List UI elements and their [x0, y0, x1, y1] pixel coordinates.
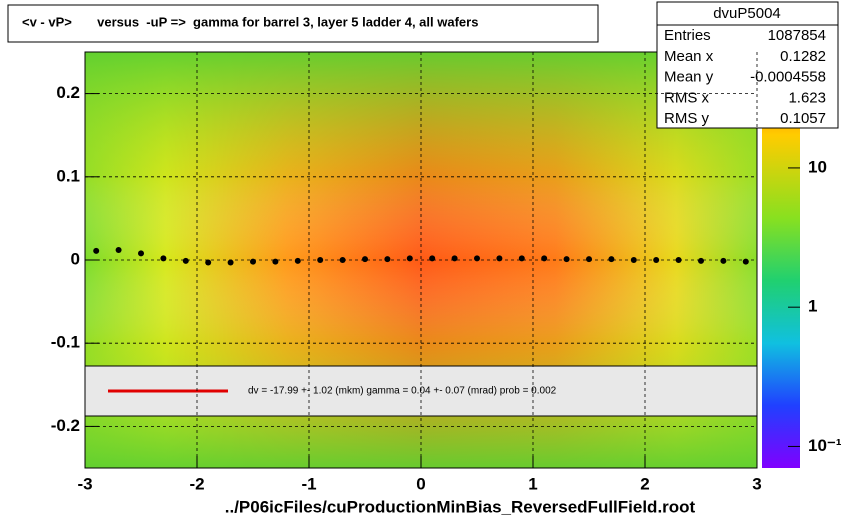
profile-point: [653, 257, 660, 263]
stats-label: Mean y: [664, 69, 714, 86]
x-tick-label: 2: [640, 474, 649, 493]
profile-point: [182, 257, 189, 264]
profile-point: [93, 247, 100, 254]
profile-point: [384, 256, 391, 263]
stats-title: dvuP5004: [713, 5, 781, 22]
profile-point: [362, 256, 368, 263]
profile-point: [630, 257, 637, 263]
profile-point: [317, 257, 324, 263]
x-tick-label: 3: [752, 474, 761, 493]
y-tick-label: 0.1: [56, 166, 80, 185]
profile-point: [496, 255, 503, 262]
profile-point: [742, 258, 749, 265]
profile-point: [115, 247, 122, 254]
stats-value: 1.623: [788, 89, 826, 106]
stats-label: RMS y: [664, 110, 710, 127]
colorbar-tick-label: 10⁻¹: [808, 436, 842, 455]
profile-point: [675, 257, 682, 263]
stats-label: Entries: [664, 27, 711, 44]
profile-point: [608, 256, 615, 263]
profile-point: [160, 255, 167, 262]
stats-value: 0.1282: [780, 48, 826, 65]
stats-value: 0.1057: [780, 110, 826, 127]
profile-point: [406, 255, 413, 262]
profile-point: [138, 250, 144, 257]
chart-title: <v - vP> versus -uP => gamma for barrel …: [22, 14, 478, 29]
profile-point: [429, 255, 436, 262]
x-tick-label: 0: [416, 474, 425, 493]
stats-label: Mean x: [664, 48, 714, 65]
x-axis-label: ../P06icFiles/cuProductionMinBias_Revers…: [225, 497, 696, 516]
stats-value: 1087854: [768, 27, 826, 44]
profile-point: [339, 257, 346, 263]
stats-value: -0.0004558: [750, 69, 826, 86]
profile-point: [250, 258, 256, 265]
profile-point: [451, 255, 458, 262]
y-tick-label: -0.2: [51, 416, 80, 435]
title-box: [7, 4, 599, 43]
y-tick-label: 0: [71, 249, 80, 268]
stats-label: RMS x: [664, 89, 710, 106]
profile-point: [518, 255, 525, 262]
colorbar-tick-label: 10: [808, 157, 827, 176]
x-tick-label: -3: [77, 474, 92, 493]
y-tick-label: -0.1: [51, 333, 80, 352]
profile-point: [720, 257, 727, 264]
x-tick-label: -2: [189, 474, 204, 493]
profile-point: [294, 257, 301, 264]
profile-point: [205, 259, 212, 266]
profile-point: [227, 259, 234, 266]
profile-point: [698, 257, 704, 264]
stats-box: [656, 1, 839, 129]
profile-point: [474, 255, 480, 262]
x-tick-label: -1: [301, 474, 316, 493]
x-tick-label: 1: [528, 474, 537, 493]
profile-point: [563, 256, 570, 263]
colorbar-tick-label: 1: [808, 297, 817, 316]
y-tick-label: 0.2: [56, 83, 80, 102]
profile-point: [586, 256, 592, 263]
fit-legend-text: dv = -17.99 +- 1.02 (mkm) gamma = 0.04 +…: [248, 386, 557, 397]
profile-point: [541, 255, 548, 262]
profile-point: [272, 258, 279, 265]
